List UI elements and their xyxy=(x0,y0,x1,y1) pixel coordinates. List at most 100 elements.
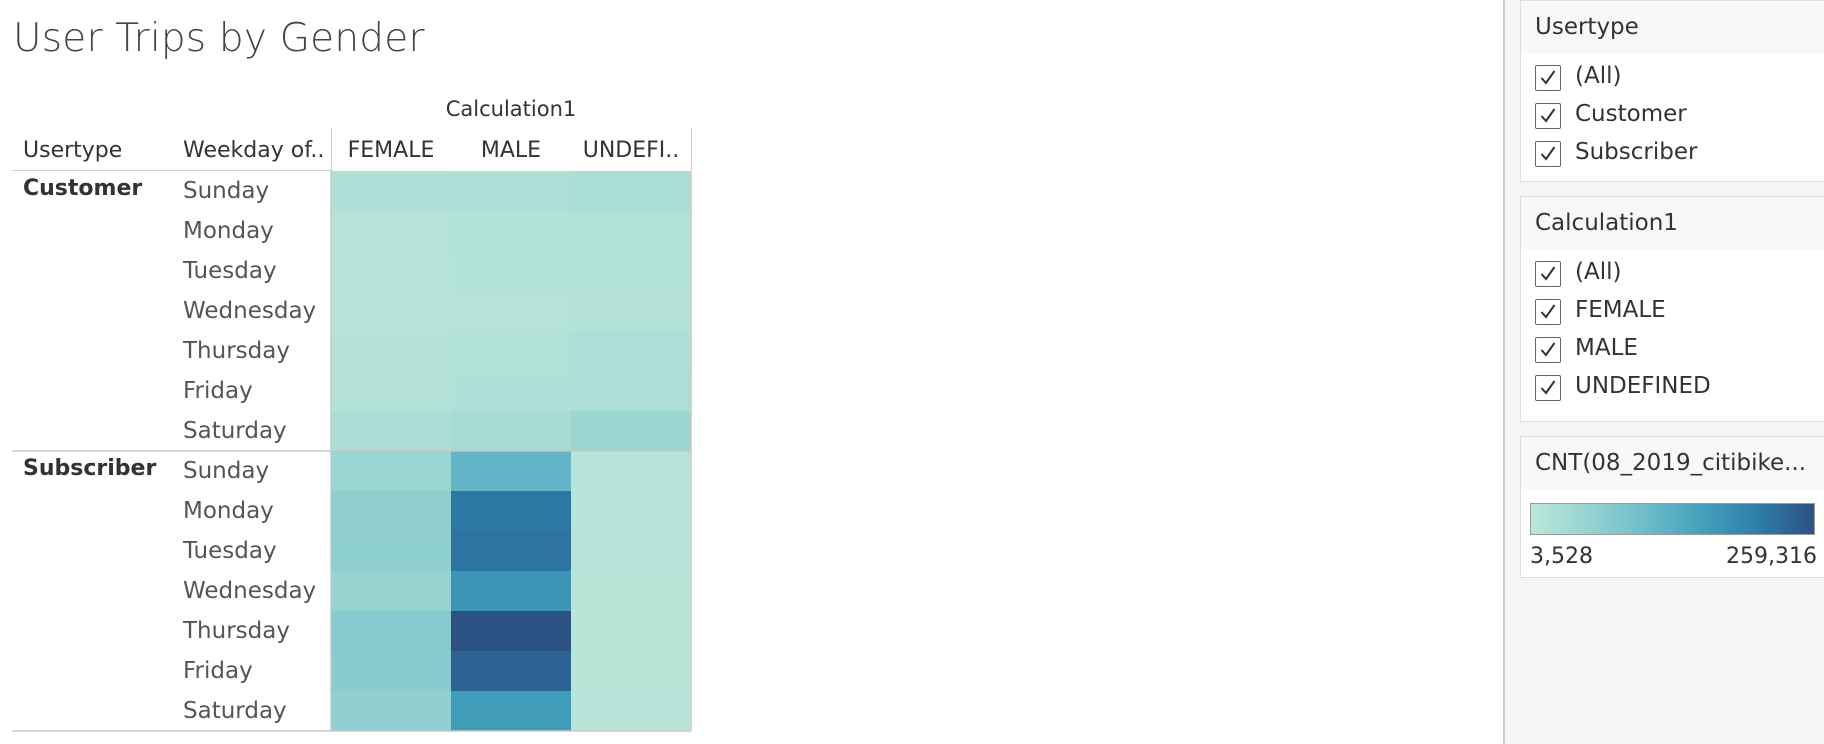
heatmap-cell[interactable] xyxy=(571,371,691,411)
heatmap-cell[interactable] xyxy=(571,531,691,571)
heatmap-cell[interactable] xyxy=(451,411,571,451)
heatmap-cell[interactable] xyxy=(571,331,691,371)
weekday-label[interactable]: Tuesday xyxy=(183,538,277,564)
filter-option-customer[interactable]: Customer xyxy=(1521,97,1824,135)
weekday-label[interactable]: Wednesday xyxy=(183,298,317,324)
filter-option-undefined[interactable]: UNDEFINED xyxy=(1521,369,1824,407)
heatmap-cell[interactable] xyxy=(571,411,691,451)
heatmap-cell[interactable] xyxy=(571,251,691,291)
filter-option-calculation-all[interactable]: (All) xyxy=(1521,255,1824,293)
heatmap-cell[interactable] xyxy=(571,651,691,691)
heatmap-cell[interactable] xyxy=(451,331,571,371)
checkbox-checked-icon[interactable] xyxy=(1535,337,1561,363)
heatmap-cell[interactable] xyxy=(451,491,571,531)
filter-title-calculation1: Calculation1 xyxy=(1521,197,1824,249)
weekday-label[interactable]: Sunday xyxy=(183,458,270,484)
heatmap-cell[interactable] xyxy=(331,251,451,291)
filter-option-usertype-all[interactable]: (All) xyxy=(1521,59,1824,97)
column-header-male[interactable]: MALE xyxy=(480,138,542,163)
heatmap-cell[interactable] xyxy=(451,371,571,411)
weekday-label[interactable]: Sunday xyxy=(183,178,270,204)
checkbox-checked-icon[interactable] xyxy=(1535,261,1561,287)
filter-option-label: FEMALE xyxy=(1575,297,1666,323)
heatmap-cell[interactable] xyxy=(571,491,691,531)
heatmap-cell[interactable] xyxy=(331,371,451,411)
heatmap-cell[interactable] xyxy=(451,451,571,491)
heatmap-cell[interactable] xyxy=(331,651,451,691)
weekday-label[interactable]: Monday xyxy=(183,218,274,244)
checkbox-checked-icon[interactable] xyxy=(1535,299,1561,325)
weekday-label[interactable]: Tuesday xyxy=(183,258,277,284)
legend-min-label: 3,528 xyxy=(1530,544,1593,569)
heatmap-cell[interactable] xyxy=(331,491,451,531)
heatmap-cell[interactable] xyxy=(451,571,571,611)
weekday-label[interactable]: Wednesday xyxy=(183,578,317,604)
header-divider xyxy=(12,170,331,171)
heatmap-cell[interactable] xyxy=(571,171,691,211)
heatmap-cell[interactable] xyxy=(331,211,451,251)
filter-option-label: (All) xyxy=(1575,259,1622,285)
weekday-label[interactable]: Thursday xyxy=(183,618,290,644)
heatmap-cell[interactable] xyxy=(571,611,691,651)
dashboard-title: User Trips by Gender xyxy=(13,16,425,61)
column-group-header[interactable]: Calculation1 xyxy=(445,97,577,121)
filter-option-label: UNDEFINED xyxy=(1575,373,1711,399)
heatmap-cell[interactable] xyxy=(331,691,451,731)
checkbox-checked-icon[interactable] xyxy=(1535,375,1561,401)
filter-option-label: Customer xyxy=(1575,101,1687,127)
filter-option-label: MALE xyxy=(1575,335,1638,361)
filter-title-usertype: Usertype xyxy=(1521,1,1824,53)
heatmap-cell[interactable] xyxy=(451,171,571,211)
color-gradient-bar xyxy=(1530,503,1815,535)
heatmap-cell[interactable] xyxy=(331,411,451,451)
heatmap-cell[interactable] xyxy=(331,331,451,371)
heatmap-cell[interactable] xyxy=(331,531,451,571)
heatmap-cell[interactable] xyxy=(571,691,691,731)
checkbox-checked-icon[interactable] xyxy=(1535,103,1561,129)
heatmap-cell[interactable] xyxy=(451,531,571,571)
filter-option-male[interactable]: MALE xyxy=(1521,331,1824,369)
heatmap-cell[interactable] xyxy=(451,611,571,651)
heatmap-cell[interactable] xyxy=(451,291,571,331)
checkbox-checked-icon[interactable] xyxy=(1535,141,1561,167)
heatmap-cell[interactable] xyxy=(331,611,451,651)
heatmap-cell[interactable] xyxy=(451,251,571,291)
legend-max-label: 259,316 xyxy=(1726,544,1817,569)
heatmap-cell[interactable] xyxy=(451,211,571,251)
row-header-weekday[interactable]: Weekday of.. xyxy=(183,138,325,163)
heatmap-cell[interactable] xyxy=(571,211,691,251)
heatmap-cell[interactable] xyxy=(331,171,451,211)
heatmap-cell[interactable] xyxy=(331,571,451,611)
sidebar: Usertype (All) Customer Subscriber Calcu… xyxy=(1503,0,1824,744)
heatmap-cell[interactable] xyxy=(571,291,691,331)
heatmap-cell[interactable] xyxy=(571,451,691,491)
heatmap-cell[interactable] xyxy=(451,691,571,731)
weekday-label[interactable]: Thursday xyxy=(183,338,290,364)
checkbox-checked-icon[interactable] xyxy=(1535,65,1561,91)
weekday-label[interactable]: Saturday xyxy=(183,698,287,724)
usertype-label-customer[interactable]: Customer xyxy=(23,176,143,201)
heatmap-grid xyxy=(12,171,692,732)
filter-card-usertype: Usertype (All) Customer Subscriber xyxy=(1520,0,1824,182)
filter-option-subscriber[interactable]: Subscriber xyxy=(1521,135,1824,173)
column-header-female[interactable]: FEMALE xyxy=(347,138,435,163)
row-header-usertype[interactable]: Usertype xyxy=(23,138,123,163)
color-legend-card: CNT(08_2019_citibike... 3,528 259,316 xyxy=(1520,436,1824,578)
weekday-label[interactable]: Monday xyxy=(183,498,274,524)
usertype-label-subscriber[interactable]: Subscriber xyxy=(23,456,157,481)
heatmap-cell[interactable] xyxy=(331,451,451,491)
column-header-undefined[interactable]: UNDEFI.. xyxy=(582,138,680,163)
filter-option-label: (All) xyxy=(1575,63,1622,89)
filter-option-label: Subscriber xyxy=(1575,139,1698,165)
weekday-label[interactable]: Friday xyxy=(183,658,253,684)
heatmap-cell[interactable] xyxy=(451,651,571,691)
heatmap-cell[interactable] xyxy=(571,571,691,611)
weekday-label[interactable]: Saturday xyxy=(183,418,287,444)
legend-title[interactable]: CNT(08_2019_citibike... xyxy=(1521,437,1824,489)
heatmap-cell[interactable] xyxy=(331,291,451,331)
filter-card-calculation1: Calculation1 (All) FEMALE MALE UNDEFINED xyxy=(1520,196,1824,422)
header-left-border xyxy=(331,128,332,171)
filter-option-female[interactable]: FEMALE xyxy=(1521,293,1824,331)
header-right-border xyxy=(691,128,692,171)
weekday-label[interactable]: Friday xyxy=(183,378,253,404)
